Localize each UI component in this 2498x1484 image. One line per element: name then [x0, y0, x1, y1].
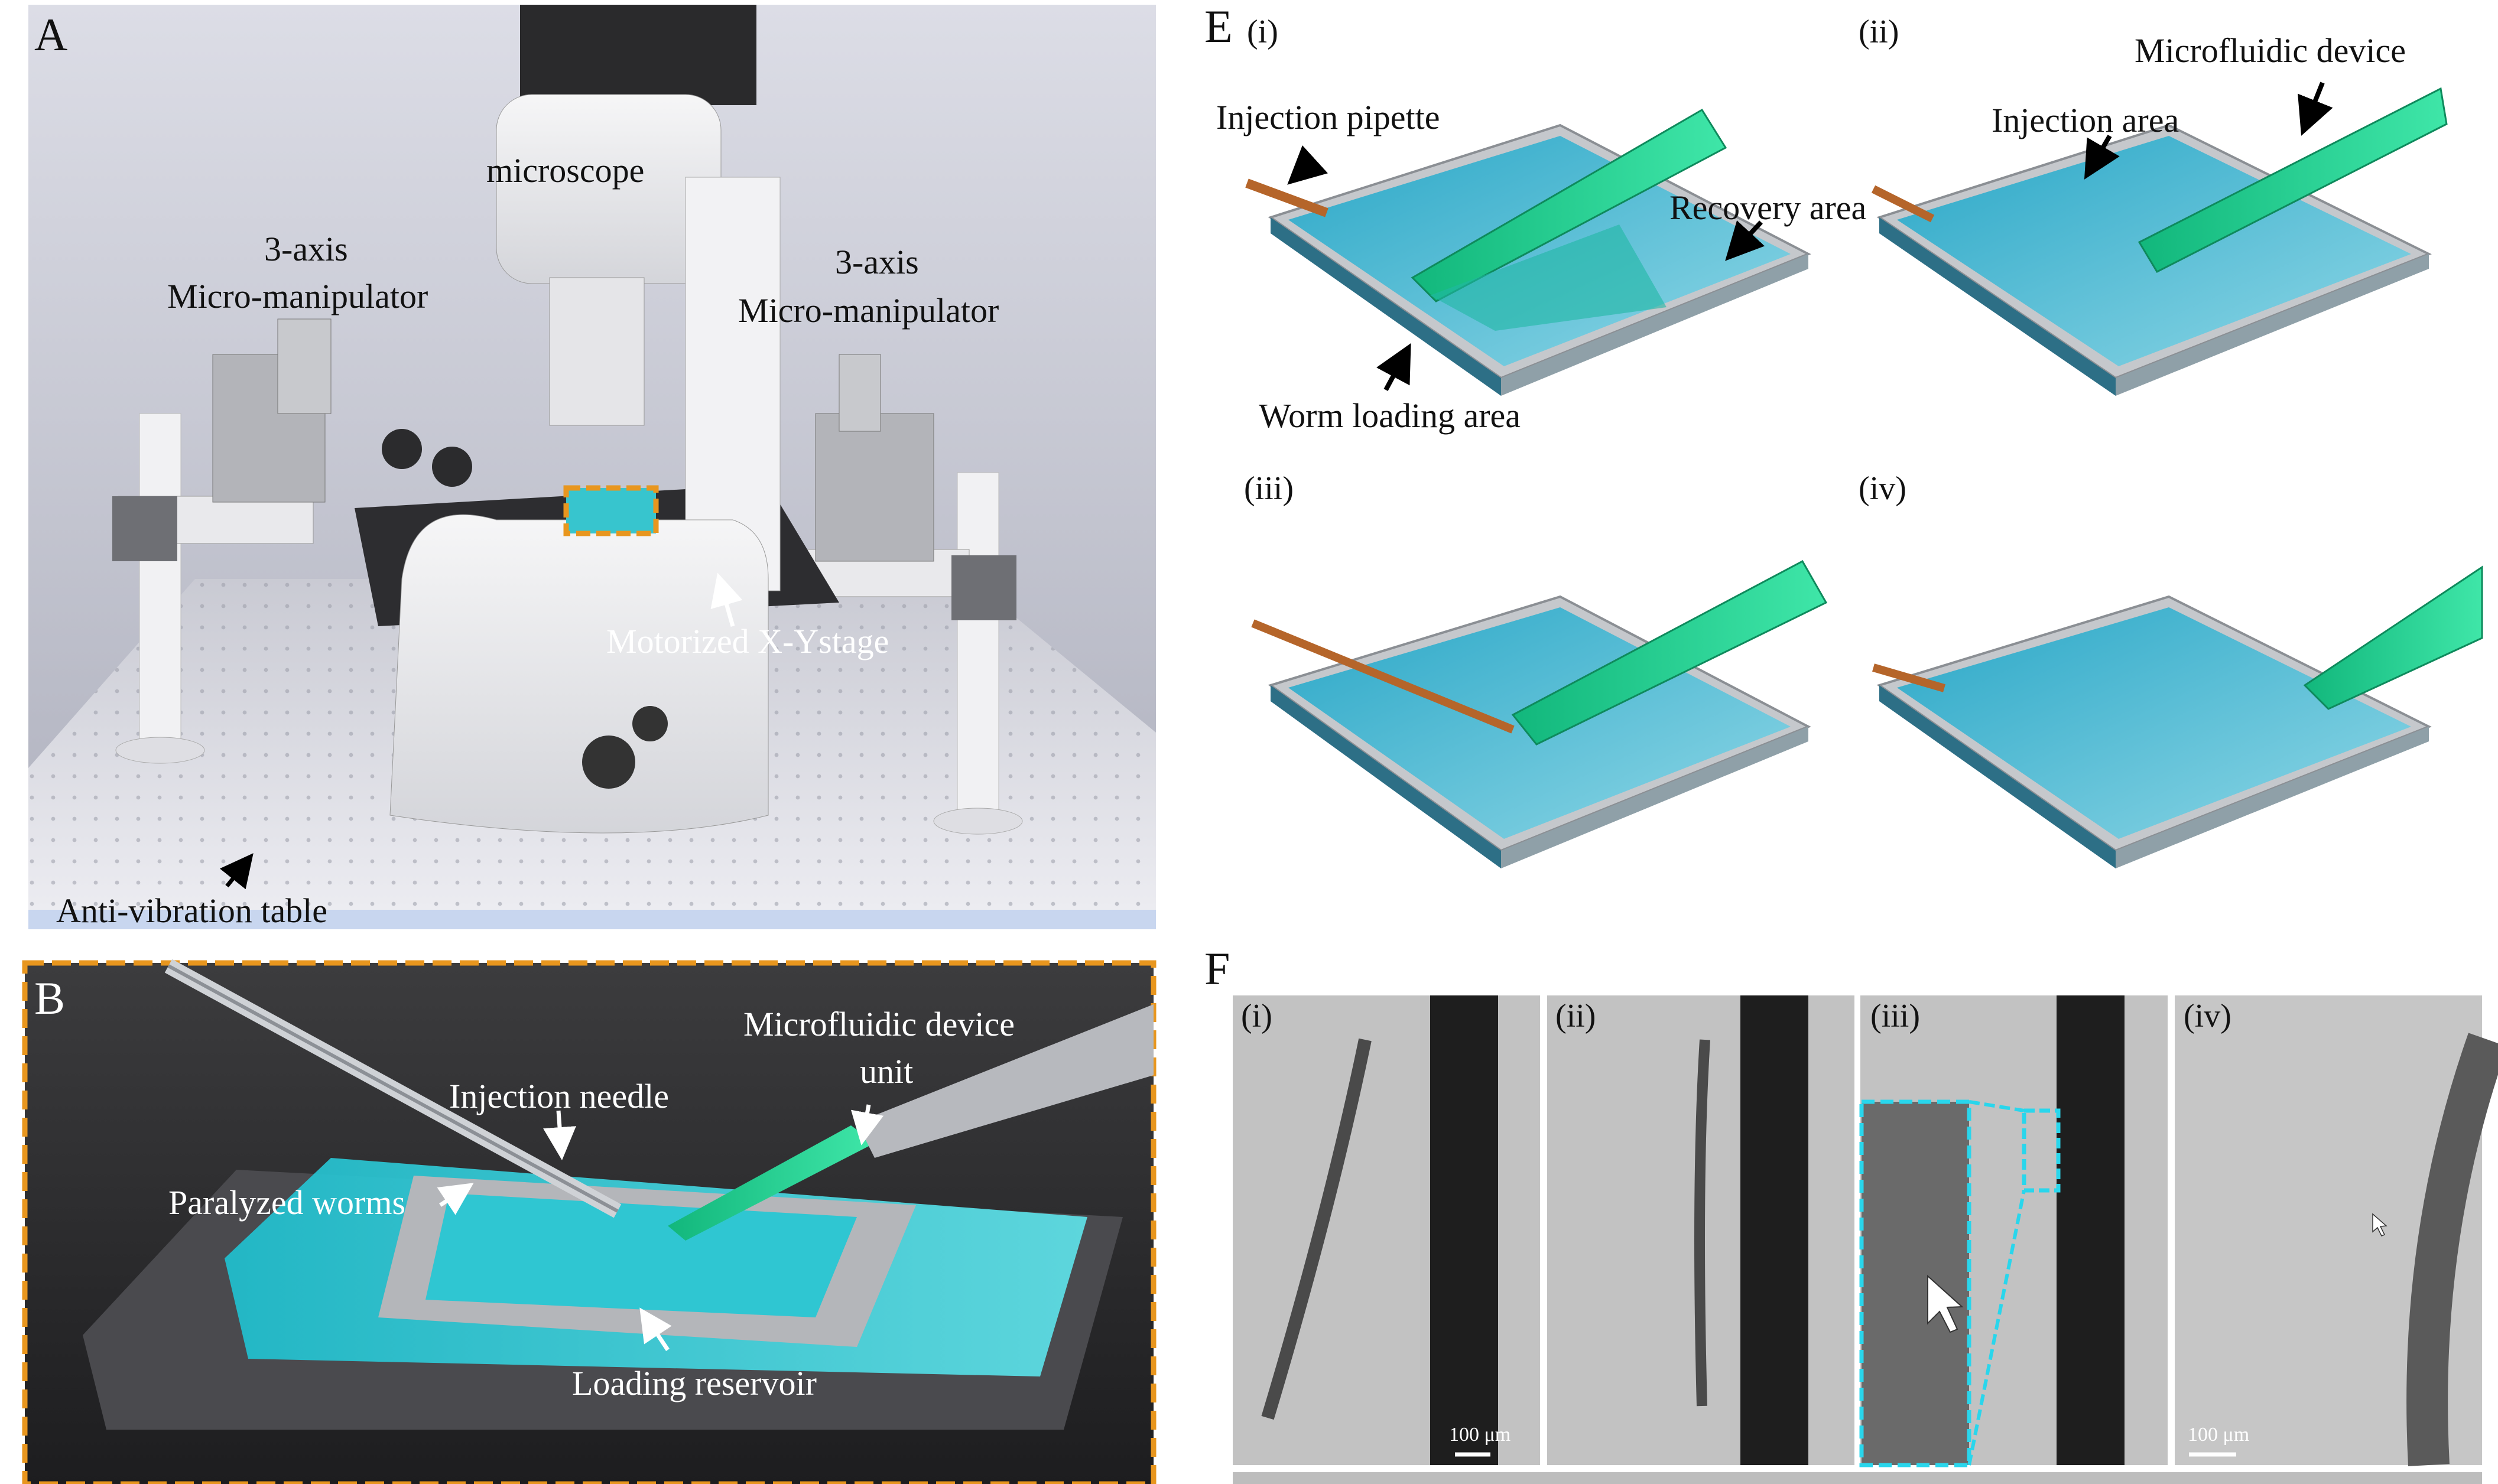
panel-f-render	[1233, 995, 2498, 1484]
panel-a-highlight-box	[563, 485, 659, 536]
panel-a-letter: A	[34, 9, 68, 60]
label-loading-reservoir: Loading reservoir	[572, 1364, 817, 1402]
panel-b-render	[22, 959, 1157, 1484]
label-injection-needle: Injection needle	[449, 1077, 669, 1115]
label-stage: Motorized X-Ystage	[606, 622, 889, 660]
panel-f-letter: F	[1204, 943, 1230, 994]
label-device-unit-2: unit	[860, 1052, 914, 1091]
chip-iv	[1872, 565, 2483, 868]
label-injection-area: Injection area	[1992, 101, 2179, 139]
panel-e-render	[1245, 82, 2483, 868]
label-injection-pipette: Injection pipette	[1216, 98, 1440, 136]
panel-e-sub-iv: (iv)	[1859, 470, 1906, 507]
label-microfluidic-device: Microfluidic device	[2135, 31, 2406, 70]
panel-e-sub-i: (i)	[1247, 14, 1278, 50]
panel-a-render	[28, 5, 1156, 929]
label-table: Anti-vibration table	[56, 891, 328, 930]
panel-b-letter: B	[34, 972, 66, 1024]
label-paralyzed-worms: Paralyzed worms	[168, 1183, 406, 1222]
panel-f-sub-ii: (ii)	[1555, 998, 1596, 1034]
panel-e-sub-iii: (iii)	[1244, 470, 1294, 507]
chip-ii	[1871, 82, 2448, 396]
panel-e-sub-ii: (ii)	[1859, 14, 1899, 50]
zoom-inset	[1859, 1099, 1971, 1467]
label-microscope: microscope	[486, 151, 645, 190]
label-manipulator-right-1: 3-axis	[835, 243, 919, 281]
label-manipulator-left-2: Micro-manipulator	[167, 277, 428, 315]
scale-bar-label-iv: 100 μm	[2188, 1424, 2250, 1446]
panel-e-letter: E	[1204, 1, 1233, 52]
panel-f-sub-i: (i)	[1241, 998, 1272, 1034]
label-manipulator-left-1: 3-axis	[264, 230, 348, 268]
label-device-unit-1: Microfluidic device	[743, 1005, 1015, 1043]
panel-f-sub-iv: (iv)	[2184, 998, 2231, 1034]
scale-bar-label-i: 100 μm	[1449, 1424, 1511, 1446]
chip-iii	[1251, 559, 1828, 868]
label-worm-loading-area: Worm loading area	[1259, 396, 1521, 435]
chip-i	[1245, 108, 1811, 396]
label-manipulator-right-2: Micro-manipulator	[738, 291, 999, 330]
panel-f-sub-iii: (iii)	[1870, 998, 1920, 1034]
label-recovery-area: Recovery area	[1669, 188, 1867, 227]
